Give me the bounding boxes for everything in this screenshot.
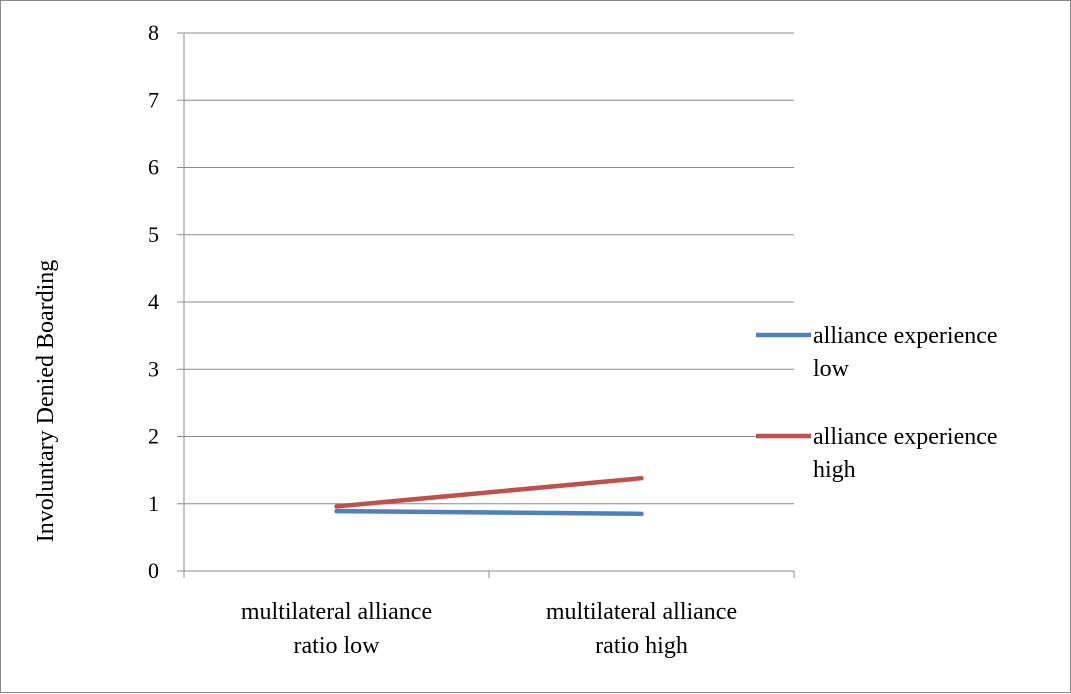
gridlines	[184, 32, 794, 505]
y-tick-label-0: 0	[148, 558, 159, 583]
y-tick-label-6: 6	[148, 155, 159, 180]
y-tick-label-4: 4	[148, 289, 159, 314]
y-tick-label-8: 8	[148, 20, 159, 45]
labels: Involuntary Denied Boarding 0 1 2 3 4 5 6 7 8 mul…	[33, 20, 737, 659]
y-tick-label-1: 1	[148, 491, 159, 516]
axes	[177, 32, 795, 578]
y-axis-title: Involuntary Denied Boarding	[33, 260, 59, 543]
y-tick-label-3: 3	[148, 356, 159, 381]
y-tick-label-2: 2	[148, 424, 159, 449]
series-line-0	[334, 508, 644, 517]
x-category-label-0: multilateral alliance ratio low	[241, 599, 432, 659]
legend-label-0: alliance experience low	[813, 323, 998, 382]
y-tick-label-7: 7	[148, 87, 159, 112]
series-lines	[334, 475, 644, 517]
y-tick-label-5: 5	[148, 222, 159, 247]
legend: alliance experience low alliance experienc…	[756, 323, 998, 483]
series-line-1	[334, 475, 644, 509]
legend-label-1: alliance experience high	[813, 424, 998, 483]
x-category-label-1: multilateral alliance ratio high	[546, 599, 737, 659]
